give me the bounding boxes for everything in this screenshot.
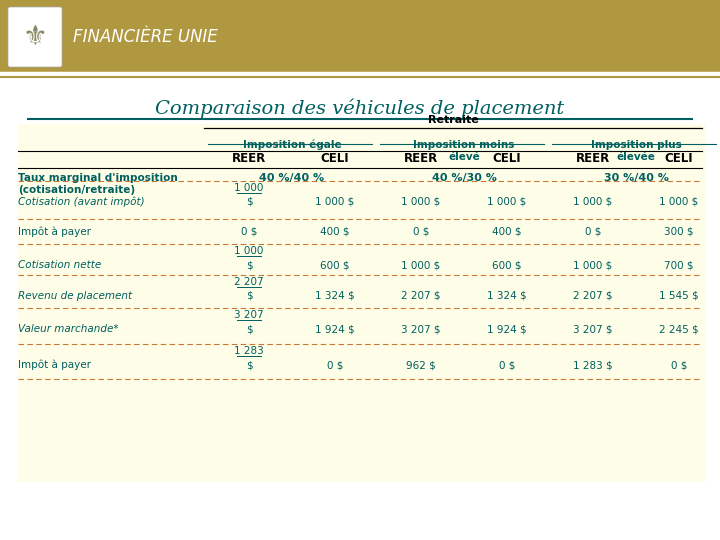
Text: 400 $: 400 $ [320, 227, 350, 237]
Text: 0 $: 0 $ [671, 360, 687, 370]
Text: Imposition moins
élevé: Imposition moins élevé [413, 140, 515, 161]
Bar [18, 124, 706, 482]
Text: 40 %/40 %: 40 %/40 % [259, 173, 325, 183]
Text: 1 000: 1 000 [234, 246, 264, 256]
Text: 40 %/30 %: 40 %/30 % [431, 173, 496, 183]
Text: ⚜: ⚜ [22, 23, 48, 51]
Text: 1 000 $: 1 000 $ [487, 197, 526, 207]
Text: 1 924 $: 1 924 $ [315, 324, 355, 334]
Text: Retraite: Retraite [428, 115, 478, 125]
Text: 1 000 $: 1 000 $ [315, 197, 355, 207]
Text: CELI: CELI [320, 152, 349, 165]
Text: 600 $: 600 $ [320, 260, 350, 270]
Text: Cotisation (avant impôt): Cotisation (avant impôt) [18, 197, 145, 207]
Text: REER: REER [576, 152, 610, 165]
Text: 1 000 $: 1 000 $ [573, 260, 613, 270]
FancyBboxPatch shape [8, 7, 62, 67]
Text: 0 $: 0 $ [499, 360, 516, 370]
Text: 0 $: 0 $ [413, 227, 429, 237]
Text: 2 245 $: 2 245 $ [660, 324, 699, 334]
Bar [0, 0, 720, 72]
Text: 400 $: 400 $ [492, 227, 522, 237]
Text: Imposition plus
élevée: Imposition plus élevée [590, 140, 681, 161]
Text: $: $ [246, 260, 252, 270]
Text: REER: REER [404, 152, 438, 165]
Text: FINANCIÈRE UNIE: FINANCIÈRE UNIE [73, 28, 217, 46]
Text: REER: REER [232, 152, 266, 165]
Text: CELI: CELI [492, 152, 521, 165]
Text: 30 %/40 %: 30 %/40 % [603, 173, 668, 183]
Text: $: $ [246, 324, 252, 334]
Text: 600 $: 600 $ [492, 260, 522, 270]
Text: 300 $: 300 $ [665, 227, 694, 237]
Text: 1 000 $: 1 000 $ [401, 197, 441, 207]
Text: 1 000 $: 1 000 $ [401, 260, 441, 270]
Text: Impôt à payer: Impôt à payer [18, 227, 91, 237]
Text: CELI: CELI [665, 152, 693, 165]
Text: 1 000: 1 000 [234, 183, 264, 193]
Text: Comparaison des véhicules de placement: Comparaison des véhicules de placement [156, 98, 564, 118]
Text: 1 283: 1 283 [234, 346, 264, 356]
Text: $: $ [246, 197, 252, 207]
Text: 3 207: 3 207 [234, 310, 264, 320]
Text: 1 545 $: 1 545 $ [660, 291, 699, 301]
Text: 3 207 $: 3 207 $ [573, 324, 613, 334]
Text: 1 924 $: 1 924 $ [487, 324, 527, 334]
Text: 962 $: 962 $ [406, 360, 436, 370]
Text: 1 324 $: 1 324 $ [487, 291, 527, 301]
Text: 1 324 $: 1 324 $ [315, 291, 355, 301]
Text: 0 $: 0 $ [585, 227, 601, 237]
Text: 1 000 $: 1 000 $ [573, 197, 613, 207]
Text: 2 207 $: 2 207 $ [573, 291, 613, 301]
Text: Revenu de placement: Revenu de placement [18, 291, 132, 301]
Text: 1 283 $: 1 283 $ [573, 360, 613, 370]
Text: $: $ [246, 291, 252, 301]
Text: 700 $: 700 $ [665, 260, 694, 270]
Text: 1 000 $: 1 000 $ [660, 197, 698, 207]
Text: 0 $: 0 $ [327, 360, 343, 370]
Text: Cotisation nette: Cotisation nette [18, 260, 102, 270]
Text: 0 $: 0 $ [240, 227, 257, 237]
Text: 3 207 $: 3 207 $ [401, 324, 441, 334]
Text: Impôt à payer: Impôt à payer [18, 360, 91, 370]
Text: 2 207: 2 207 [234, 277, 264, 287]
Text: Valeur marchande*: Valeur marchande* [18, 324, 119, 334]
Text: Imposition égale: Imposition égale [243, 140, 341, 151]
Text: Taux marginal d'imposition
(cotisation/retraite): Taux marginal d'imposition (cotisation/r… [18, 173, 178, 194]
Text: $: $ [246, 360, 252, 370]
Text: 2 207 $: 2 207 $ [401, 291, 441, 301]
